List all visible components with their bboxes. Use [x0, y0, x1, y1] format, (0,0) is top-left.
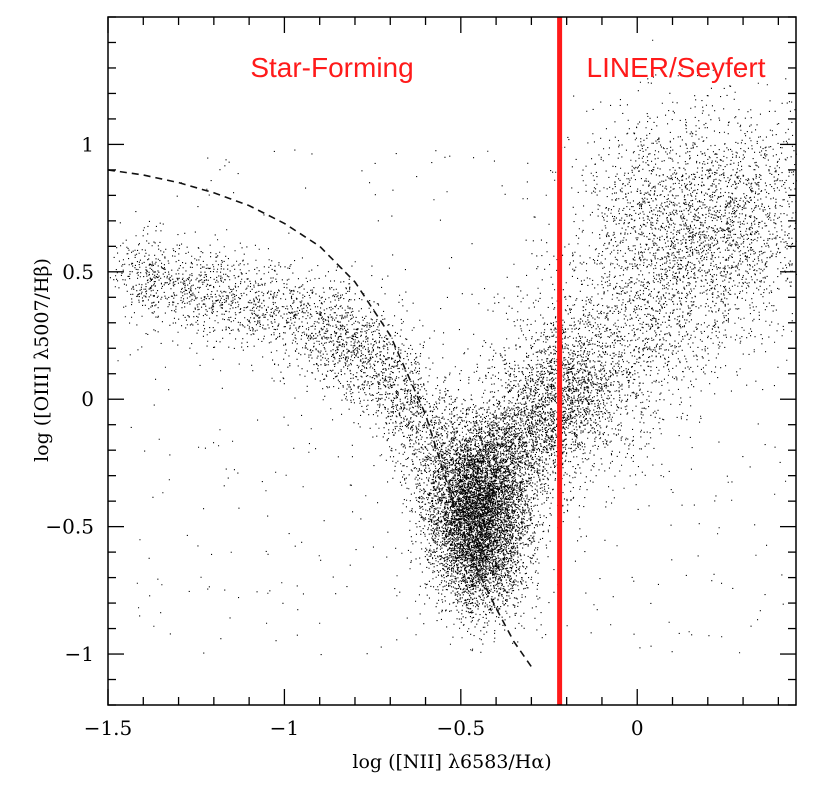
- demarcation-curve: [107, 169, 533, 668]
- scatter-points: [109, 39, 797, 656]
- scatter-point-cloud: [109, 39, 797, 656]
- x-axis-label: log ([NII] λ6583/Hα): [352, 751, 551, 773]
- region-label-liner-seyfert: LINER/Seyfert: [587, 52, 766, 83]
- x-tick-label: −1.5: [84, 716, 133, 740]
- y-tick-label: −0.5: [45, 515, 94, 539]
- x-tick-label: −0.5: [437, 716, 486, 740]
- x-tick-labels: −1.5 −1 −0.5 0: [84, 716, 644, 740]
- y-tick-label: 0.5: [62, 260, 94, 284]
- y-tick-labels: −1 −0.5 0 0.5 1: [45, 132, 94, 666]
- axis-ticks: [107, 16, 796, 706]
- plot-area: [108, 17, 796, 705]
- y-tick-label: −1: [65, 642, 94, 666]
- y-axis-label: log ([OIII] λ5007/Hβ): [31, 258, 53, 462]
- y-tick-label: 1: [81, 132, 94, 156]
- plot-frame: [107, 16, 797, 706]
- x-tick-label: 0: [631, 716, 644, 740]
- region-label-star-forming: Star-Forming: [250, 52, 413, 83]
- x-tick-label: −1: [270, 716, 299, 740]
- y-tick-label: 0: [81, 387, 94, 411]
